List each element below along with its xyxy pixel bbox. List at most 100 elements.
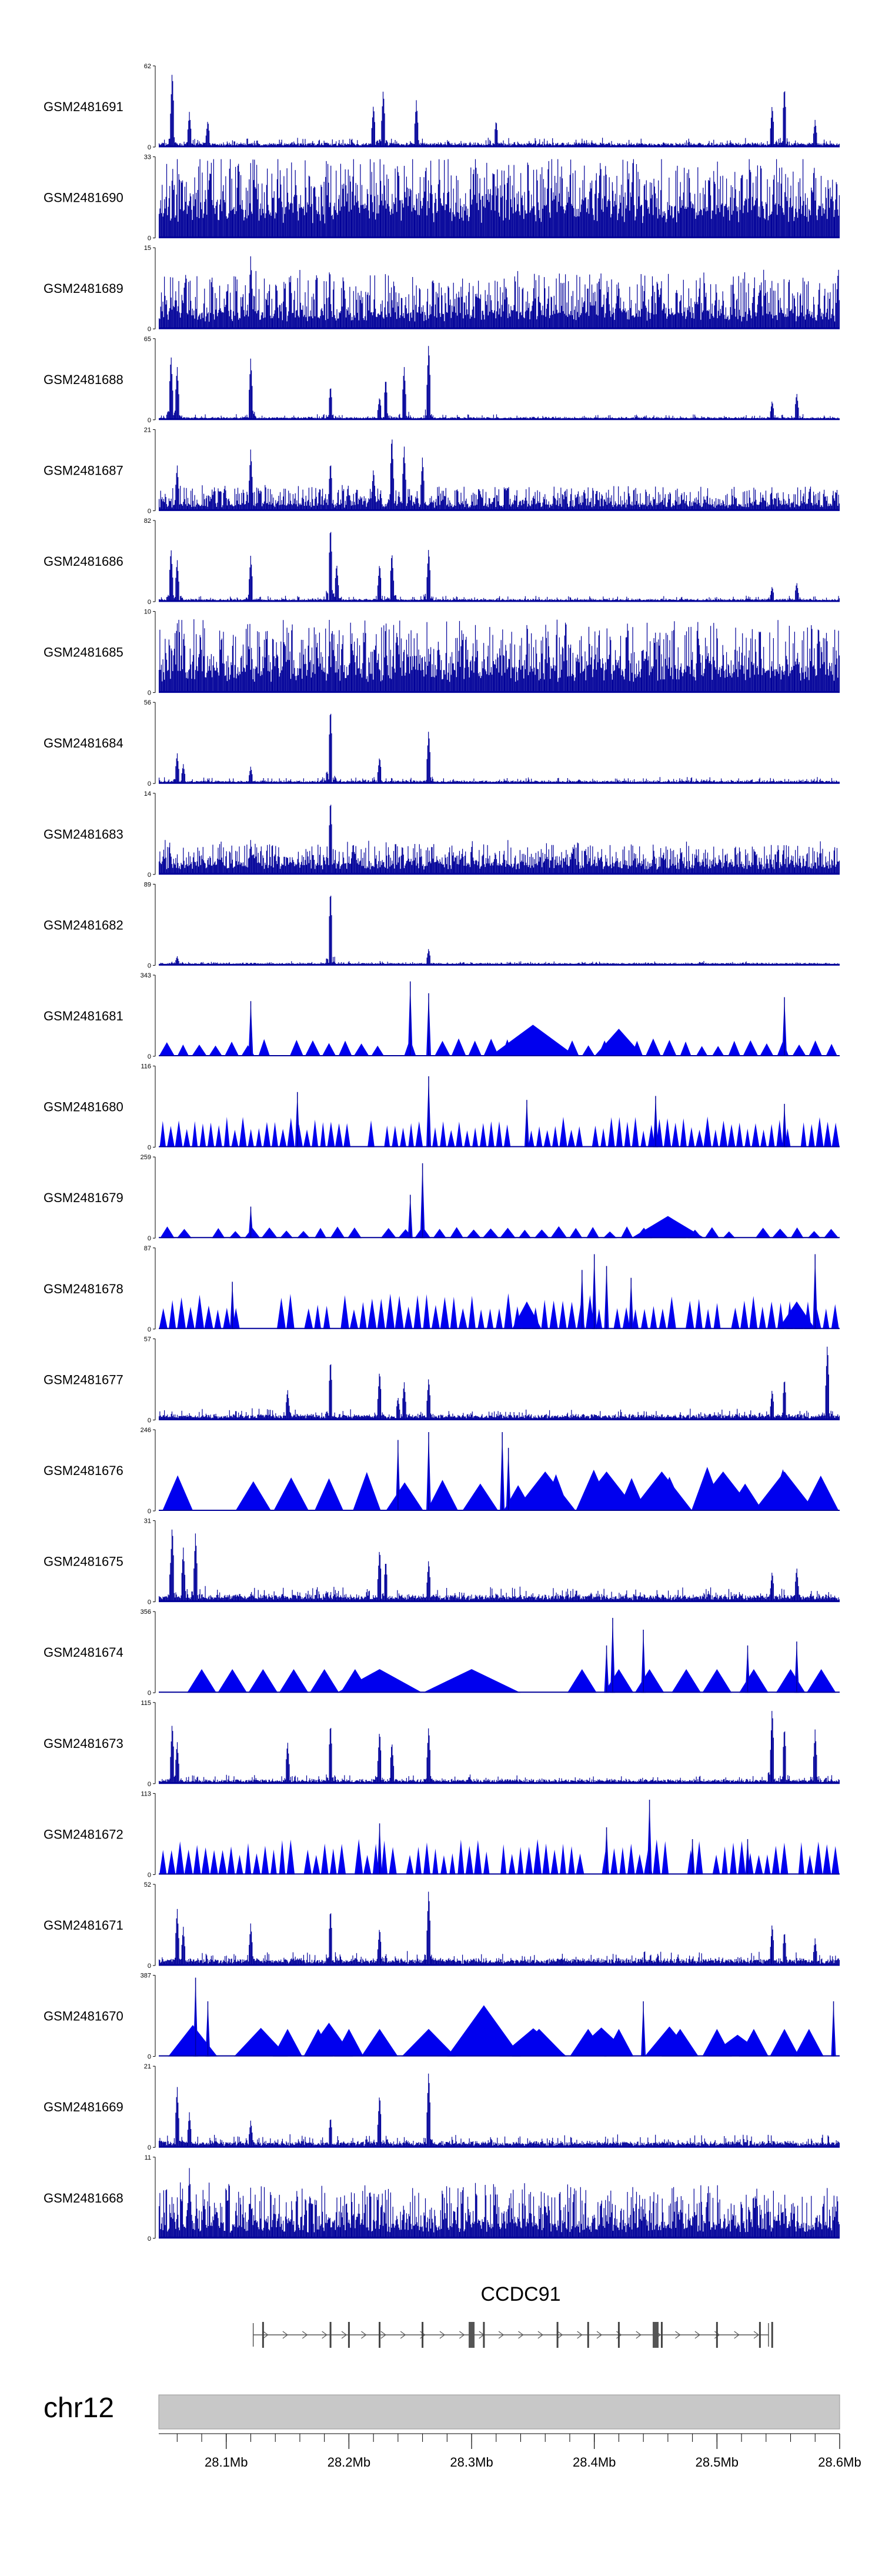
x-axis-tick-label: 28.6Mb — [818, 2455, 861, 2470]
signal-triangle — [764, 1854, 771, 1875]
chromosome-ideogram — [158, 2394, 840, 2430]
signal-triangle — [361, 2028, 398, 2057]
signal-triangle — [711, 1046, 724, 1056]
signal-triangle — [600, 1128, 606, 1147]
data-track: GSM2481687 21 0 — [44, 426, 840, 515]
signal-triangle — [702, 1669, 732, 1693]
signal-triangle — [685, 1300, 694, 1329]
signal-triangle — [477, 1309, 485, 1329]
data-track: GSM2481683 14 0 — [44, 790, 840, 879]
signal-triangle — [728, 1040, 741, 1056]
gene-exon — [556, 2322, 559, 2348]
gene-track: CCDC91 — [252, 2283, 773, 2348]
signal-triangle — [816, 1117, 824, 1147]
signal-triangle — [370, 1045, 385, 1056]
track-label: GSM2481691 — [44, 99, 123, 114]
track-label: GSM2481672 — [44, 1827, 123, 1841]
signal-triangle — [279, 1230, 293, 1239]
track-label: GSM2481682 — [44, 917, 123, 932]
signal-triangle — [656, 1119, 663, 1147]
signal-triangle — [386, 1293, 395, 1329]
signal-bars — [159, 805, 840, 875]
signal-triangle — [248, 1129, 254, 1147]
signal-triangle — [195, 1294, 205, 1329]
y-axis-min-label: 0 — [148, 2144, 151, 2151]
signal-triangle — [450, 1296, 457, 1329]
strand-arrow — [518, 2331, 524, 2339]
signal-triangle — [517, 1847, 524, 1875]
signal-triangle — [559, 1116, 567, 1147]
y-axis-max-label: 115 — [141, 1700, 151, 1707]
gene-exon — [660, 2322, 663, 2348]
signal-triangle — [640, 1130, 647, 1147]
data-track: GSM2481668 11 0 — [44, 2154, 840, 2243]
signal-triangle — [569, 1227, 583, 1239]
signal-triangle — [634, 1669, 664, 1693]
strand-arrow — [537, 2331, 543, 2339]
signal-triangle — [803, 1475, 839, 1511]
signal-triangle — [662, 2028, 699, 2057]
signal-triangle — [474, 1840, 482, 1875]
strand-arrow — [341, 2331, 348, 2339]
signal-triangle — [279, 1129, 287, 1147]
track-label: GSM2481673 — [44, 1736, 123, 1751]
signal-triangle — [569, 2028, 607, 2057]
signal-triangle — [223, 1117, 230, 1147]
y-axis-max-label: 14 — [144, 790, 151, 798]
signal-triangle — [671, 1669, 701, 1693]
data-track: GSM2481685 10 0 — [44, 609, 840, 697]
data-track: GSM2481669 21 0 — [44, 2063, 840, 2151]
signal-triangle — [550, 1226, 567, 1239]
signal-triangle — [175, 1120, 183, 1147]
signal-triangle — [586, 1227, 600, 1239]
data-track: GSM2481686 82 0 — [44, 518, 840, 606]
signal-triangle — [177, 1045, 189, 1056]
signal-triangle — [482, 1228, 499, 1239]
signal-triangle — [440, 1121, 447, 1147]
data-track: GSM2481677 57 0 — [44, 1336, 840, 1424]
track-label: GSM2481679 — [44, 1190, 123, 1205]
signal-triangle — [688, 1127, 695, 1147]
signal-triangle — [768, 1124, 775, 1147]
signal-triangle — [466, 1229, 482, 1239]
y-axis-max-label: 89 — [144, 881, 151, 888]
signal-triangle — [792, 1045, 807, 1056]
signal-triangle — [721, 1846, 728, 1875]
strand-arrow — [380, 2331, 386, 2339]
signal-triangle — [261, 1846, 269, 1875]
signal-triangle — [790, 1227, 804, 1239]
signal-triangle — [663, 1118, 671, 1147]
signal-triangle — [408, 1123, 415, 1147]
signal-triangle — [276, 1297, 286, 1329]
signal-bars — [159, 1891, 840, 1966]
signal-triangle — [314, 1304, 322, 1329]
signal-triangle — [432, 1127, 438, 1147]
signal-bars — [159, 532, 840, 602]
signal-triangle — [594, 1029, 644, 1056]
signal-triangle — [404, 1306, 413, 1329]
signal-triangle — [447, 1130, 455, 1147]
track-label: GSM2481681 — [44, 1009, 123, 1023]
signal-triangle — [582, 1045, 595, 1056]
signal-triangle — [457, 1839, 465, 1875]
strand-arrow — [636, 2331, 642, 2339]
strand-arrow — [557, 2331, 563, 2339]
signal-triangle — [261, 1227, 278, 1239]
signal-triangle — [550, 1849, 559, 1875]
signal-triangle — [218, 1669, 248, 1693]
signal-bars — [159, 1711, 840, 1784]
signal-triangle — [823, 1122, 832, 1147]
signal-triangle — [320, 1122, 326, 1147]
signal-triangle — [320, 1843, 329, 1875]
signal-triangle — [541, 1299, 548, 1329]
signal-triangle — [604, 2028, 634, 2057]
signal-triangle — [389, 1847, 397, 1875]
signal-triangle — [794, 2028, 824, 2057]
signal-triangle — [330, 1226, 345, 1239]
signal-triangle — [800, 1122, 807, 1147]
y-axis-max-label: 113 — [141, 1790, 151, 1797]
signal-triangle — [231, 1129, 239, 1147]
signal-triangle — [703, 1116, 711, 1147]
signal-triangle — [381, 1840, 388, 1875]
signal-triangle — [305, 1040, 321, 1056]
